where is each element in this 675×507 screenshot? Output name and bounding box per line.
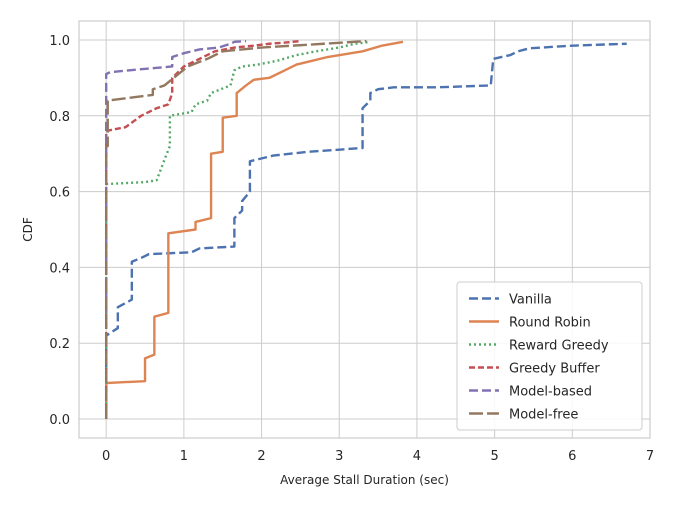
- y-tick-labels: 0.0 0.2 0.4 0.6 0.8 1.0: [49, 34, 70, 428]
- grid: [79, 21, 651, 438]
- series-line-model-free: [104, 39, 367, 420]
- x-tick-label-0: 0: [102, 449, 110, 464]
- y-tick-label-5: 1.0: [49, 34, 70, 49]
- series-line-vanilla: [104, 42, 627, 420]
- y-axis-label: CDF: [21, 217, 35, 242]
- series-line-greedy-buffer: [104, 39, 301, 420]
- legend-label-round-robin: Round Robin: [509, 316, 591, 331]
- legend-label-model-based: Model-based: [509, 385, 592, 400]
- legend-label-reward-greedy: Reward Greedy: [509, 339, 609, 354]
- legend-label-model-free: Model-free: [509, 408, 578, 423]
- legend: Vanilla Round Robin Reward Greedy Greedy Bu…: [456, 281, 643, 431]
- x-tick-labels: 0 1 2 3 4 5 6 7: [102, 449, 654, 464]
- x-tick-label-3: 3: [335, 449, 343, 464]
- y-tick-label-0: 0.0: [49, 413, 70, 428]
- legend-box: [456, 281, 643, 431]
- y-tick-label-4: 0.8: [49, 110, 70, 125]
- x-tick-label-7: 7: [646, 449, 654, 464]
- legend-label-vanilla: Vanilla: [509, 293, 552, 308]
- series-line-round-robin: [104, 40, 404, 420]
- series-line-reward-greedy: [104, 40, 371, 420]
- y-tick-label-2: 0.4: [49, 261, 70, 276]
- y-tick-label-3: 0.6: [49, 186, 70, 201]
- x-tick-label-2: 2: [257, 449, 265, 464]
- x-tick-label-5: 5: [490, 449, 498, 464]
- plot-frame: [78, 20, 651, 439]
- series-line-model-based: [104, 39, 247, 313]
- x-tick-label-6: 6: [568, 449, 576, 464]
- legend-label-greedy-buffer: Greedy Buffer: [509, 362, 600, 377]
- x-tick-label-4: 4: [413, 449, 421, 464]
- y-tick-label-1: 0.2: [49, 337, 70, 352]
- x-axis-label: Average Stall Duration (sec): [280, 473, 449, 487]
- x-tick-label-1: 1: [180, 449, 188, 464]
- series-layer: [104, 39, 627, 420]
